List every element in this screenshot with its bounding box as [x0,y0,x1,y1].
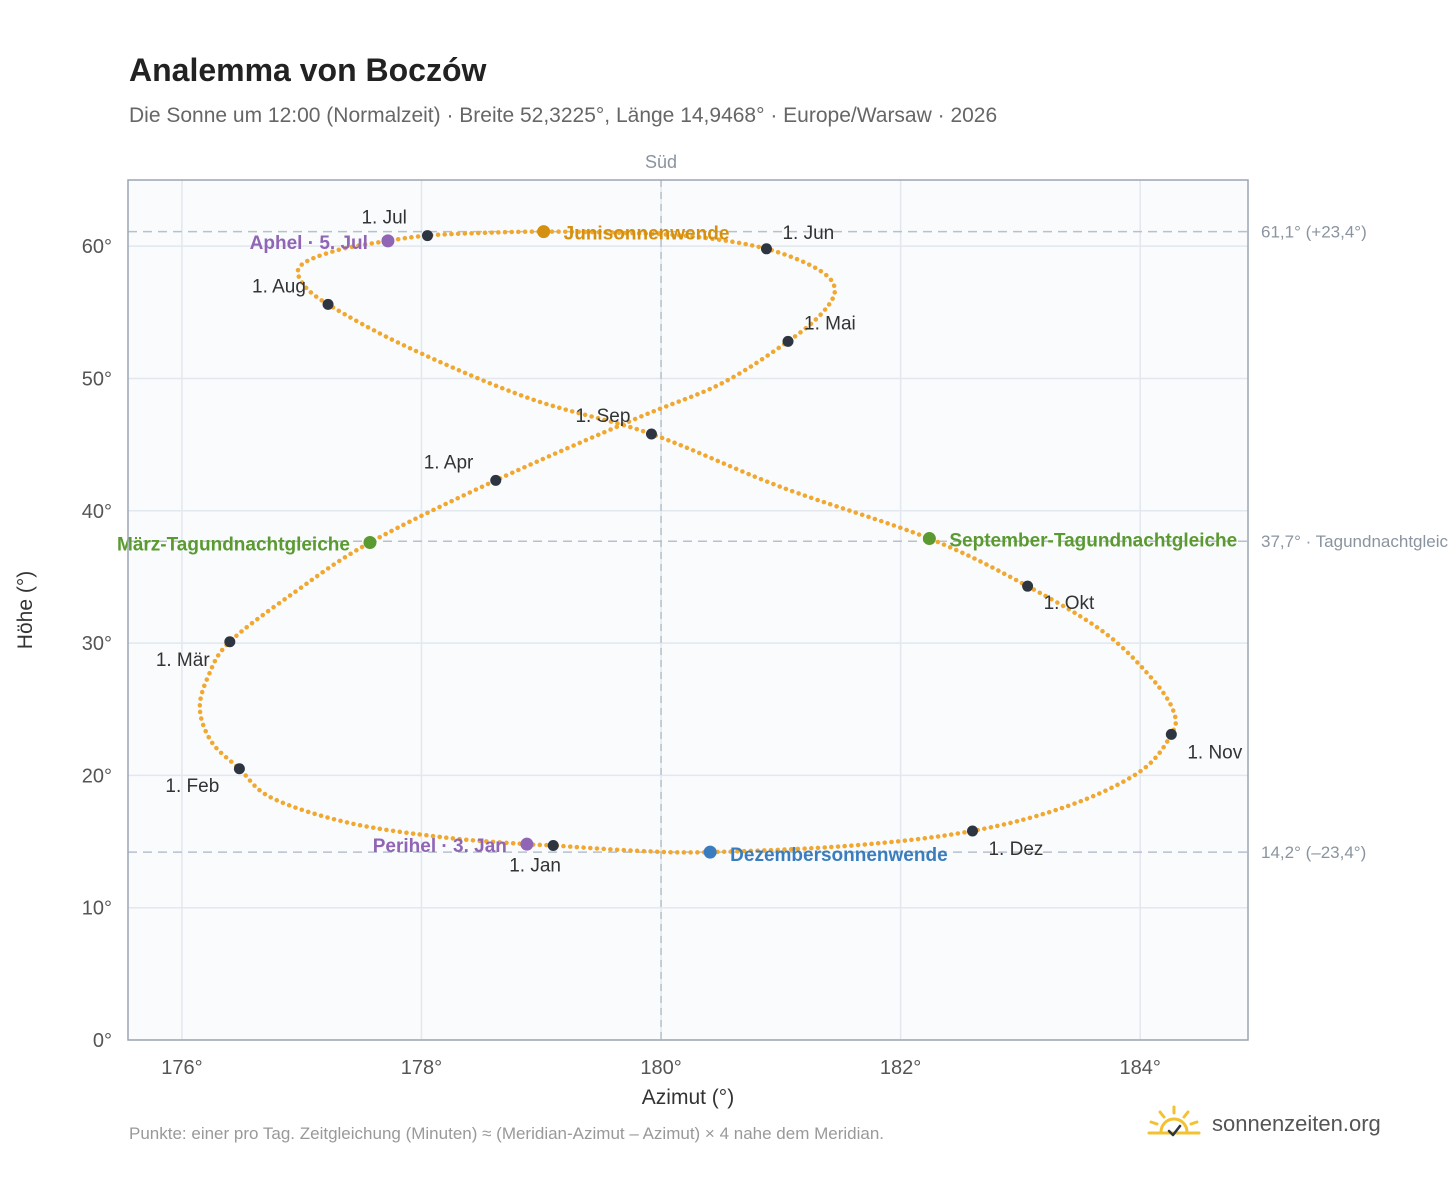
event-marker [363,536,377,550]
month-label: 1. Mai [804,313,856,334]
month-marker [782,335,794,347]
event-label: Dezembersonnenwende [730,845,948,866]
x-tick-label: 180° [640,1057,681,1079]
reference-line-label: 61,1° (+23,4°) [1261,223,1367,242]
month-marker [421,230,433,242]
axes: 176° 178° 180° 182° 184° 0° 10° 20° 30° 40° 50° 60°… [14,236,1161,1109]
plot-border [127,179,1249,1041]
analemma-daily-dots [197,229,1179,855]
month-label: 1. Apr [424,452,474,473]
brand[interactable]: sonnenzeiten.org [1146,1100,1381,1148]
month-label: 1. Dez [988,839,1043,860]
month-marker [233,763,245,775]
month-marker [645,428,657,440]
x-tick-label: 178° [401,1057,442,1079]
reference-line-label: 14,2° (–23,4°) [1261,843,1366,862]
month-marker [490,474,502,486]
x-tick-label: 176° [161,1057,202,1079]
month-marker [760,243,772,255]
y-tick-label: 60° [82,236,112,258]
x-tick-label: 182° [880,1057,921,1079]
y-tick-label: 0° [93,1030,112,1052]
y-tick-label: 40° [82,501,112,523]
event-marker [922,532,936,546]
month-label: 1. Feb [165,776,219,797]
month-marker [1165,728,1177,740]
y-tick-label: 30° [82,633,112,655]
event-marker [381,234,395,248]
footnote: Punkte: einer pro Tag. Zeitgleichung (Mi… [129,1124,885,1143]
month-marker [322,298,334,310]
month-marker [966,825,978,837]
month-label: 1. Mär [156,650,211,671]
x-axis-label: Azimut (°) [642,1086,734,1109]
reference-lines: Süd 61,1° (+23,4°) 37,7° · Tagundnachtglei… [128,152,1448,1040]
analemma-path [197,229,1179,855]
x-tick-label: 184° [1120,1057,1161,1079]
month-label: 1. Sep [575,406,630,427]
y-tick-label: 50° [82,368,112,390]
event-marker [520,837,534,851]
month-label: 1. Nov [1187,742,1242,763]
labels: 1. Jan 1. Feb 1. Mär 1. Apr 1. Mai 1. Jun 1. J… [117,208,1243,877]
month-marker [1022,580,1034,592]
plot-area [128,180,1248,1040]
event-marker [703,845,717,859]
event-label: Aphel · 5. Jul [250,233,368,254]
y-tick-label: 10° [82,898,112,920]
event-label: Junisonnenwende [564,224,730,245]
month-label: 1. Okt [1044,593,1095,614]
markers [224,225,1177,859]
month-label: 1. Jun [782,223,834,244]
chart-subtitle: Die Sonne um 12:00 (Normalzeit) · Breite… [129,104,998,127]
event-label: September-Tagundnachtgleiche [949,531,1237,552]
event-marker [537,225,551,239]
month-marker [224,636,236,648]
month-label: 1. Aug [252,276,306,297]
month-label: 1. Jul [361,208,406,229]
meridian-label: Süd [645,152,677,172]
event-label: Perihel · 3. Jan [373,836,507,857]
event-label: März-Tagundnachtgleiche [117,535,350,556]
reference-line-label: 37,7° · Tagundnachtgleiche [1261,532,1448,551]
chart-title: Analemma von Boczów [129,52,487,88]
brand-name: sonnenzeiten.org [1212,1111,1381,1136]
y-tick-label: 20° [82,765,112,787]
sun-logo-icon [1147,1105,1201,1137]
month-label: 1. Jan [509,856,561,877]
month-marker [547,840,559,852]
y-axis-label: Höhe (°) [14,571,37,649]
